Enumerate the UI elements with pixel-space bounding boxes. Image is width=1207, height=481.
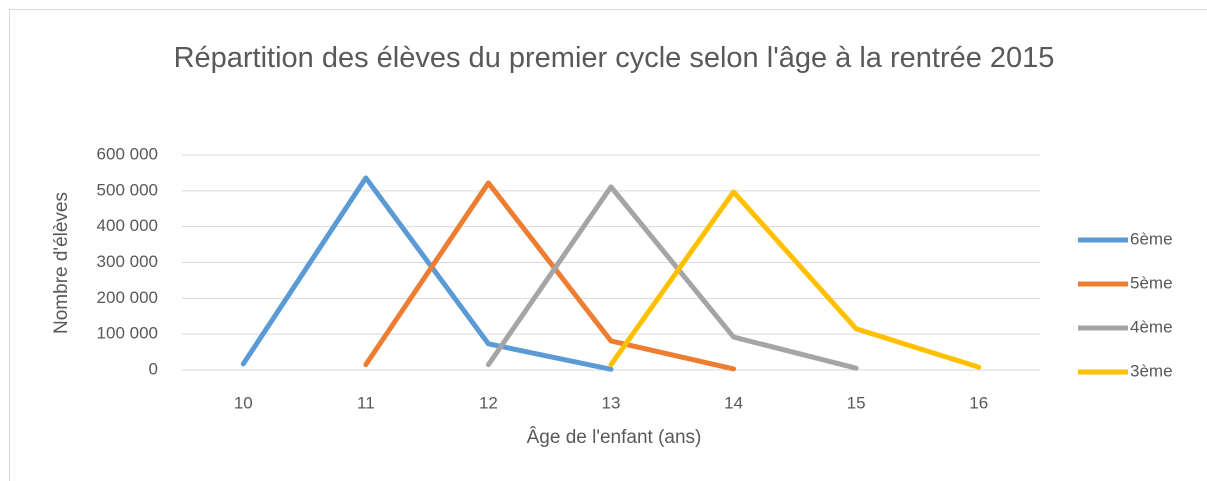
x-tick-label: 12 — [479, 393, 498, 412]
series-line — [240, 175, 614, 372]
legend-label: 6ème — [1130, 229, 1173, 248]
chart-frame — [9, 9, 1207, 481]
y-tick-label: 200 000 — [97, 288, 158, 307]
x-tick-label: 15 — [847, 393, 866, 412]
y-axis-label: Nombre d'élèves — [51, 192, 72, 334]
legend-label: 5ème — [1130, 273, 1173, 292]
series-line — [485, 184, 859, 371]
x-axis-label: Âge de l'enfant (ans) — [527, 426, 702, 448]
legend-label: 3ème — [1130, 361, 1173, 380]
y-tick-label: 100 000 — [97, 324, 158, 343]
y-tick-label: 600 000 — [97, 144, 158, 163]
x-tick-label: 14 — [724, 393, 743, 412]
y-tick-label: 400 000 — [97, 216, 158, 235]
chart-title: Répartition des élèves du premier cycle … — [173, 42, 1055, 74]
y-tick-label: 300 000 — [97, 252, 158, 271]
series-line — [363, 180, 737, 372]
x-tick-label: 11 — [357, 393, 375, 412]
x-tick-label: 10 — [234, 393, 253, 412]
y-tick-label: 500 000 — [97, 180, 158, 199]
series-line — [608, 189, 982, 370]
x-tick-label: 16 — [969, 393, 988, 412]
x-tick-label: 13 — [602, 393, 621, 412]
y-tick-label: 0 — [149, 359, 158, 378]
legend-label: 4ème — [1130, 317, 1173, 336]
